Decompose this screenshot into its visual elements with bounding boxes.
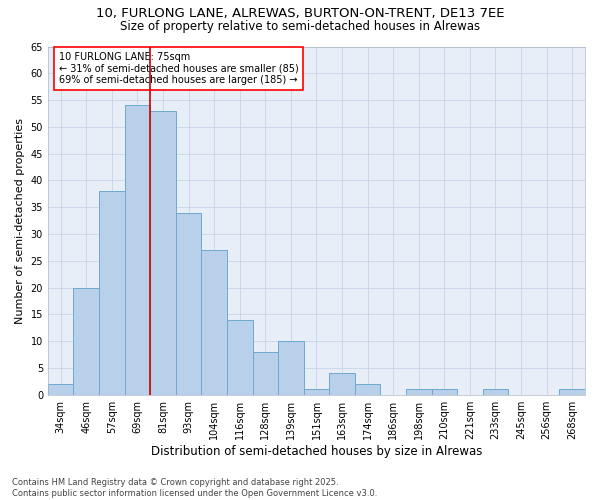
- Bar: [278, 341, 304, 394]
- Bar: [73, 288, 99, 395]
- Bar: [482, 390, 508, 394]
- Text: 10 FURLONG LANE: 75sqm
← 31% of semi-detached houses are smaller (85)
69% of sem: 10 FURLONG LANE: 75sqm ← 31% of semi-det…: [59, 52, 298, 85]
- Bar: [253, 352, 278, 395]
- Text: 10, FURLONG LANE, ALREWAS, BURTON-ON-TRENT, DE13 7EE: 10, FURLONG LANE, ALREWAS, BURTON-ON-TRE…: [96, 8, 504, 20]
- Bar: [176, 212, 202, 394]
- Bar: [329, 374, 355, 394]
- Text: Contains HM Land Registry data © Crown copyright and database right 2025.
Contai: Contains HM Land Registry data © Crown c…: [12, 478, 377, 498]
- Bar: [48, 384, 73, 394]
- X-axis label: Distribution of semi-detached houses by size in Alrewas: Distribution of semi-detached houses by …: [151, 444, 482, 458]
- Bar: [125, 106, 150, 395]
- Bar: [431, 390, 457, 394]
- Bar: [150, 111, 176, 395]
- Text: Size of property relative to semi-detached houses in Alrewas: Size of property relative to semi-detach…: [120, 20, 480, 33]
- Bar: [559, 390, 585, 394]
- Bar: [202, 250, 227, 394]
- Bar: [99, 191, 125, 394]
- Y-axis label: Number of semi-detached properties: Number of semi-detached properties: [15, 118, 25, 324]
- Bar: [304, 390, 329, 394]
- Bar: [355, 384, 380, 394]
- Bar: [406, 390, 431, 394]
- Bar: [227, 320, 253, 394]
